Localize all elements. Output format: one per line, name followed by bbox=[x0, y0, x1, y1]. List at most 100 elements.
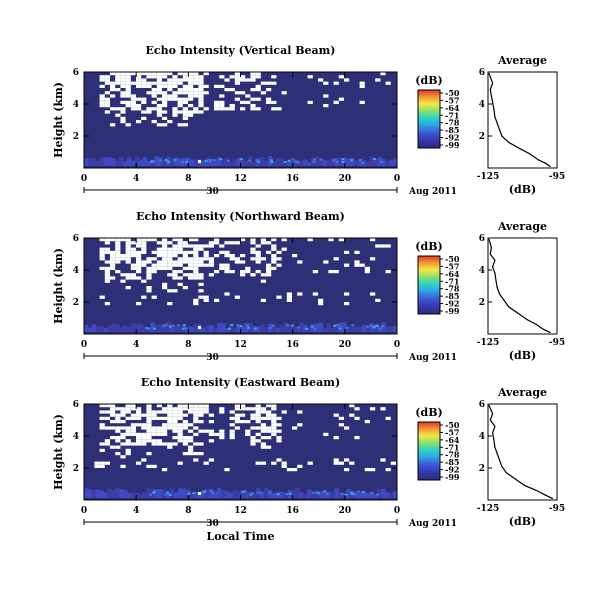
no-data-cell bbox=[146, 416, 152, 420]
average-profile-point bbox=[538, 159, 540, 161]
no-data-cell bbox=[99, 254, 105, 258]
no-data-cell bbox=[224, 107, 230, 111]
echo-cell bbox=[296, 161, 300, 164]
average-profile-point bbox=[493, 108, 495, 110]
echo-cell bbox=[166, 160, 170, 163]
no-data-cell bbox=[323, 260, 329, 264]
echo-cell bbox=[373, 158, 376, 160]
echo-cell bbox=[303, 493, 308, 498]
average-profile-point bbox=[535, 489, 537, 491]
no-data-cell bbox=[162, 263, 168, 267]
y-tick-label: 4 bbox=[479, 100, 485, 110]
y-tick-label: 6 bbox=[479, 68, 485, 78]
no-data-cell bbox=[193, 247, 199, 251]
no-data-cell bbox=[104, 442, 110, 446]
x-tick-label: 0 bbox=[394, 174, 400, 184]
echo-cell bbox=[138, 159, 144, 166]
no-data-cell bbox=[156, 250, 162, 254]
no-data-cell bbox=[110, 263, 116, 267]
no-data-cell bbox=[146, 260, 152, 264]
no-data-cell bbox=[266, 426, 272, 430]
no-data-cell bbox=[193, 260, 199, 264]
no-data-cell bbox=[193, 452, 199, 456]
no-data-cell bbox=[130, 254, 136, 258]
no-data-cell bbox=[333, 270, 339, 274]
no-data-cell bbox=[250, 104, 256, 108]
no-data-cell bbox=[307, 75, 313, 79]
echo-cell bbox=[123, 490, 128, 498]
no-data-cell bbox=[162, 97, 168, 101]
no-data-cell bbox=[266, 241, 272, 245]
average-profile-point bbox=[505, 472, 507, 474]
no-data-cell bbox=[146, 464, 152, 468]
echo-cell bbox=[312, 158, 316, 161]
no-data-cell bbox=[182, 110, 188, 114]
no-data-cell bbox=[193, 244, 199, 248]
echo-cell bbox=[248, 322, 253, 332]
no-data-cell bbox=[156, 84, 162, 88]
no-data-cell bbox=[177, 78, 183, 82]
echo-cell bbox=[162, 325, 166, 328]
echo-cell bbox=[252, 161, 257, 166]
no-data-cell bbox=[198, 295, 204, 299]
echo-cell bbox=[385, 161, 390, 166]
echo-cell bbox=[264, 327, 269, 332]
no-data-cell bbox=[99, 266, 105, 270]
no-data-cell bbox=[219, 107, 225, 111]
no-data-cell bbox=[182, 254, 188, 258]
no-data-cell bbox=[94, 464, 100, 468]
no-data-cell bbox=[125, 72, 131, 76]
average-profile-point bbox=[528, 153, 531, 155]
no-data-cell bbox=[250, 97, 256, 101]
no-data-cell bbox=[219, 84, 225, 88]
no-data-cell bbox=[104, 78, 110, 82]
echo-cell bbox=[314, 492, 320, 498]
no-data-cell bbox=[99, 295, 105, 299]
echo-cell bbox=[385, 326, 390, 332]
echo-cell bbox=[154, 489, 159, 498]
x-tick-label: -95 bbox=[549, 172, 565, 182]
no-data-cell bbox=[104, 426, 110, 430]
y-tick-label: 2 bbox=[73, 132, 79, 142]
echo-cell bbox=[286, 324, 290, 327]
no-data-cell bbox=[167, 97, 173, 101]
no-data-cell bbox=[167, 416, 173, 420]
no-data-cell bbox=[156, 260, 162, 264]
x-tick-label: 12 bbox=[234, 174, 247, 184]
echo-cell bbox=[134, 492, 140, 498]
no-data-cell bbox=[141, 279, 147, 283]
no-data-cell bbox=[120, 413, 126, 417]
no-data-cell bbox=[99, 84, 105, 88]
no-data-cell bbox=[151, 464, 157, 468]
no-data-cell bbox=[208, 420, 214, 424]
no-data-cell bbox=[110, 266, 116, 270]
no-data-cell bbox=[162, 257, 168, 261]
no-data-cell bbox=[120, 78, 126, 82]
no-data-cell bbox=[203, 107, 209, 111]
no-data-cell bbox=[130, 263, 136, 267]
echo-cell bbox=[217, 157, 222, 166]
no-data-cell bbox=[141, 238, 147, 242]
no-data-cell bbox=[125, 439, 131, 443]
echo-cell bbox=[220, 489, 226, 498]
no-data-cell bbox=[250, 273, 256, 277]
echo-cell bbox=[268, 327, 272, 329]
echo-cell bbox=[314, 157, 320, 166]
no-data-cell bbox=[198, 289, 204, 293]
no-data-cell bbox=[120, 84, 126, 88]
colorbar-tick-label: -57 bbox=[445, 261, 459, 271]
no-data-cell bbox=[198, 97, 204, 101]
no-data-cell bbox=[177, 241, 183, 245]
y-tick-label: 6 bbox=[479, 400, 485, 410]
average-profile-point bbox=[549, 165, 551, 167]
no-data-cell bbox=[234, 91, 240, 95]
no-data-cell bbox=[260, 429, 266, 433]
no-data-cell bbox=[146, 432, 152, 436]
no-data-cell bbox=[271, 407, 277, 411]
no-data-cell bbox=[250, 407, 256, 411]
no-data-cell bbox=[172, 250, 178, 254]
echo-cell bbox=[275, 158, 281, 166]
echo-cell bbox=[213, 159, 216, 162]
no-data-cell bbox=[193, 72, 199, 76]
no-data-cell bbox=[167, 445, 173, 449]
